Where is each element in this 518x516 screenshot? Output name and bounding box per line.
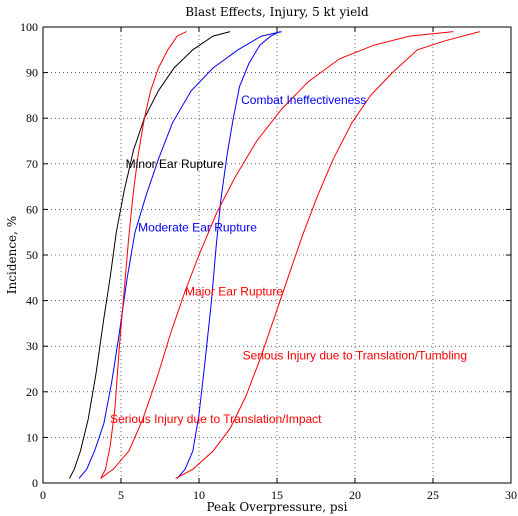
- x-tick-label: 20: [349, 488, 361, 502]
- axis-ticks: 0 5 10 15 20 25 30 0 10 20 30 40 50 60 70 80 90 100: [20, 20, 517, 502]
- y-tick-label: 100: [20, 20, 38, 34]
- y-tick-label: 20: [26, 385, 38, 399]
- x-tick-label: 30: [505, 488, 517, 502]
- annotations: Minor Ear Rupture Moderate Ear Rupture Com…: [110, 93, 467, 426]
- y-tick-label: 50: [26, 248, 38, 262]
- y-tick-label: 60: [26, 202, 38, 216]
- annotation-label: Moderate Ear Rupture: [138, 221, 257, 235]
- annotation-label: Minor Ear Rupture: [126, 157, 224, 171]
- annotation-label: Major Ear Rupture: [185, 284, 283, 298]
- grid: [43, 27, 511, 483]
- series-line-minor-ear-rupture: [69, 31, 231, 479]
- series-line-serious-injury-due-to-translation-tumbling: [175, 31, 480, 479]
- annotation-label: Combat Ineffectiveness: [241, 93, 366, 107]
- y-tick-label: 10: [26, 430, 38, 444]
- series-line-major-ear-rupture: [100, 31, 454, 479]
- annotation-label: Serious Injury due to Translation/Tumbli…: [243, 348, 467, 362]
- series-line-serious-injury-due-to-translation-impact: [100, 31, 187, 479]
- x-tick-label: 15: [271, 488, 283, 502]
- series-group: [69, 31, 480, 479]
- y-tick-label: 40: [26, 294, 38, 308]
- x-tick-label: 5: [118, 488, 124, 502]
- y-tick-label: 30: [26, 339, 38, 353]
- series-line-moderate-ear-rupture: [78, 31, 282, 479]
- x-tick-label: 0: [40, 488, 46, 502]
- y-tick-label: 70: [26, 157, 38, 171]
- x-tick-label: 10: [193, 488, 205, 502]
- y-tick-label: 80: [26, 111, 38, 125]
- y-tick-label: 90: [26, 66, 38, 80]
- chart-title: Blast Effects, Injury, 5 kt yield: [185, 5, 369, 19]
- y-axis-label: Incidence, %: [5, 216, 19, 294]
- annotation-label: Serious Injury due to Translation/Impact: [110, 412, 322, 426]
- y-tick-label: 0: [32, 476, 38, 490]
- x-tick-label: 25: [427, 488, 439, 502]
- series-line-combat-ineffectiveness: [176, 31, 281, 479]
- x-axis-label: Peak Overpressure, psi: [206, 500, 347, 514]
